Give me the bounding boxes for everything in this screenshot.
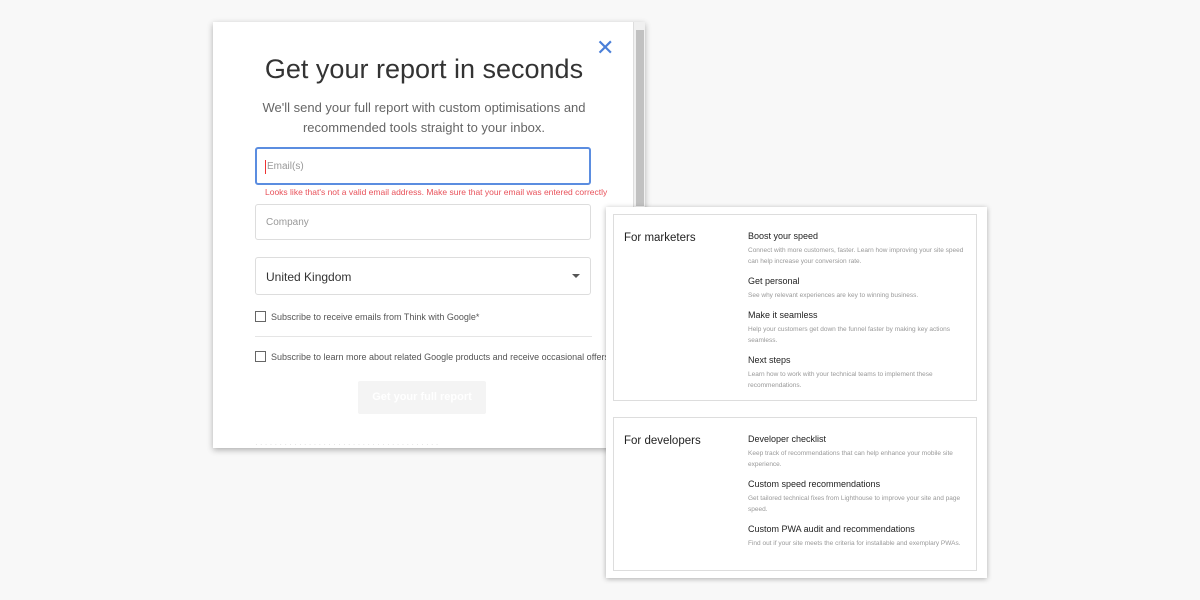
feature-title: Get personal — [748, 276, 800, 286]
feature-item: Boost your speed Connect with more custom… — [748, 231, 968, 267]
divider — [255, 336, 592, 337]
chevron-down-icon — [572, 274, 580, 278]
feature-title: Make it seamless — [748, 310, 818, 320]
feature-item: Next steps Learn how to work with your te… — [748, 355, 968, 391]
feature-description: Get tailored technical fixes from Lighth… — [748, 495, 961, 513]
feature-description: Learn how to work with your technical te… — [748, 371, 933, 389]
checkbox-icon[interactable] — [255, 311, 266, 322]
email-error: Looks like that's not a valid email addr… — [265, 187, 608, 197]
feature-description: Keep track of recommendations that can h… — [748, 450, 953, 468]
feature-description: Help your customers get down the funnel … — [748, 326, 950, 344]
feature-title: Boost your speed — [748, 231, 819, 241]
checkbox-label: Subscribe to learn more about related Go… — [271, 351, 613, 362]
get-report-button[interactable]: Get your full report — [358, 381, 486, 414]
feature-item: Make it seamless Help your customers get … — [748, 310, 968, 346]
company-placeholder: Company — [266, 217, 309, 228]
developers-card: For developers Developer checklist Keep t… — [613, 417, 977, 571]
checkbox-label: Subscribe to receive emails from Think w… — [271, 311, 480, 322]
email-field[interactable]: Email(s) — [255, 147, 591, 185]
modal-subtitle: We'll send your full report with custom … — [262, 100, 586, 135]
card-label: For developers — [624, 435, 701, 447]
feature-description: Connect with more customers, faster. Lea… — [748, 247, 964, 265]
subscribe-think-checkbox[interactable]: Subscribe to receive emails from Think w… — [255, 311, 479, 322]
feature-item: Developer checklist Keep track of recomme… — [748, 434, 968, 470]
feature-item: Custom PWA audit and recommendations Find… — [748, 524, 968, 549]
scrollbar-thumb[interactable] — [636, 30, 644, 206]
feature-title: Developer checklist — [748, 434, 827, 444]
feature-item: Custom speed recommendations Get tailored… — [748, 479, 968, 515]
country-select[interactable]: United Kingdom — [255, 257, 591, 295]
email-placeholder: Email(s) — [267, 161, 304, 172]
report-modal: ✕ Get your report in seconds We'll send … — [213, 22, 645, 448]
company-field[interactable]: Company — [255, 204, 591, 240]
feature-title: Custom PWA audit and recommendations — [748, 524, 915, 534]
feature-item: Get personal See why relevant experiences… — [748, 276, 968, 301]
close-icon[interactable]: ✕ — [596, 35, 615, 60]
country-value: United Kingdom — [266, 270, 352, 284]
checkbox-icon[interactable] — [255, 351, 266, 362]
feature-description: Find out if your site meets the criteria… — [748, 540, 961, 547]
cut-off-text: · · · · · · · · · · · · · · · · · · · · … — [255, 440, 439, 448]
feature-description: See why relevant experiences are key to … — [748, 292, 919, 299]
feature-title: Next steps — [748, 355, 791, 365]
subscribe-products-checkbox[interactable]: Subscribe to learn more about related Go… — [255, 351, 613, 362]
features-panel: For marketers Boost your speed Connect wi… — [606, 207, 987, 578]
marketers-card: For marketers Boost your speed Connect wi… — [613, 214, 977, 401]
modal-title: Get your report in seconds — [264, 54, 584, 84]
card-label: For marketers — [624, 232, 696, 244]
feature-title: Custom speed recommendations — [748, 479, 881, 489]
